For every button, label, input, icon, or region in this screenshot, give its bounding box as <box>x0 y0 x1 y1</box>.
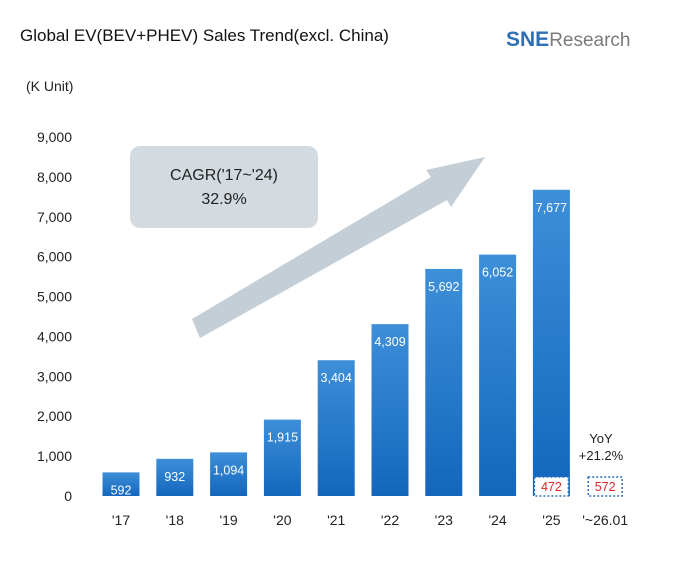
x-tick-label: '25 <box>542 512 560 528</box>
bar-value-label: 4,309 <box>374 335 405 349</box>
highlight-value-label: 572 <box>595 480 616 494</box>
bar <box>317 360 355 496</box>
x-tick-label: '22 <box>381 512 399 528</box>
y-tick-label: 5,000 <box>37 289 72 305</box>
x-tick-label: '24 <box>488 512 506 528</box>
bar-value-label: 5,692 <box>428 280 459 294</box>
chart-title: Global EV(BEV+PHEV) Sales Trend(excl. Ch… <box>20 26 389 45</box>
yoy-title: YoY <box>589 431 613 446</box>
bar-value-label: 1,094 <box>213 463 244 477</box>
x-tick-label: '18 <box>166 512 184 528</box>
bar-value-label: 932 <box>164 470 185 484</box>
cagr-value: 32.9% <box>201 191 246 208</box>
x-tick-label: '21 <box>327 512 345 528</box>
x-tick-label: '23 <box>435 512 453 528</box>
yoy-value: +21.2% <box>579 448 624 463</box>
y-tick-label: 9,000 <box>37 129 72 145</box>
logo-suffix: Research <box>549 30 631 51</box>
y-tick-label: 8,000 <box>37 169 72 185</box>
highlight-value-label: 472 <box>541 480 562 494</box>
bar <box>532 189 570 496</box>
growth-arrow <box>192 157 485 338</box>
y-tick-label: 0 <box>64 488 72 504</box>
bar-value-label: 7,677 <box>536 201 567 215</box>
y-tick-label: 3,000 <box>37 368 72 384</box>
bar-value-label: 592 <box>111 483 132 497</box>
logo-brand: SNE <box>506 28 550 51</box>
highlight-box <box>533 476 570 497</box>
x-tick-label: '19 <box>219 512 237 528</box>
y-tick-label: 6,000 <box>37 249 72 265</box>
bar <box>479 254 517 496</box>
x-tick-label: '20 <box>273 512 291 528</box>
bar-value-label: 1,915 <box>267 431 298 445</box>
x-tick-label: '~26.01 <box>582 512 628 528</box>
bar <box>425 268 463 496</box>
bar-value-label: 6,052 <box>482 266 513 280</box>
bar <box>371 324 409 496</box>
y-tick-label: 1,000 <box>37 448 72 464</box>
y-tick-label: 2,000 <box>37 408 72 424</box>
cagr-title: CAGR('17~'24) <box>170 167 278 184</box>
bar-value-label: 3,404 <box>321 371 352 385</box>
y-tick-label: 4,000 <box>37 328 72 344</box>
highlight-box <box>587 476 623 497</box>
unit-label: (K Unit) <box>26 78 74 94</box>
bar <box>263 419 301 496</box>
bar <box>210 452 248 496</box>
y-tick-label: 7,000 <box>37 209 72 225</box>
bar <box>102 472 140 496</box>
x-tick-label: '17 <box>112 512 130 528</box>
sne-research-logo: SNEResearch <box>506 28 631 52</box>
bar <box>156 458 194 496</box>
cagr-callout-box <box>130 146 318 228</box>
